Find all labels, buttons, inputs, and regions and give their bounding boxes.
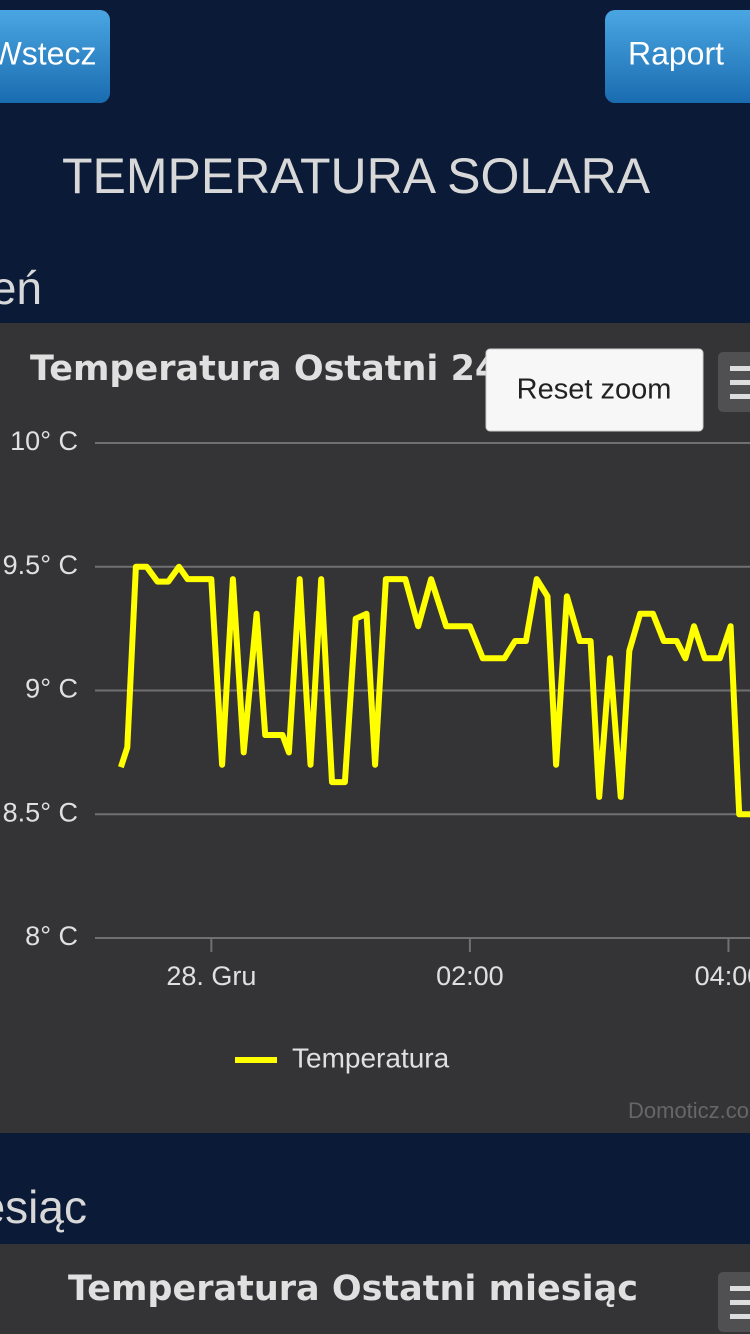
section-heading: Miesiąc	[0, 1181, 87, 1233]
x-tick-label: 04:00	[695, 961, 750, 991]
menu-bar	[730, 366, 750, 371]
reset-zoom-button[interactable]: Reset zoom	[485, 348, 704, 432]
button-label: Reset zoom	[517, 374, 672, 406]
credits[interactable]: Domoticz.com	[628, 1098, 750, 1123]
x-tick-label: 28. Gru	[166, 961, 256, 991]
chart-menu[interactable]	[718, 1272, 750, 1332]
chart-title: Temperatura Ostatni 24	[30, 349, 499, 389]
button-bg	[485, 348, 704, 432]
button-bg	[605, 10, 750, 103]
button-label: Wstecz	[0, 35, 96, 71]
button-bg	[0, 10, 110, 103]
button-label: Raport	[628, 35, 724, 71]
y-tick-label: 8° C	[25, 921, 78, 951]
data-line	[118, 563, 750, 818]
menu-bar	[730, 1286, 750, 1291]
page-title: TEMPERATURA SOLARA	[62, 148, 651, 204]
x-tick-label: 02:00	[436, 961, 504, 991]
report-button[interactable]: Raport	[605, 10, 750, 103]
back-button[interactable]: Wstecz	[0, 10, 110, 103]
legend-label: Temperatura	[292, 1042, 450, 1073]
y-tick-label: 9.5° C	[3, 550, 78, 580]
menu-bar	[730, 394, 750, 399]
y-tick-label: 10° C	[10, 426, 78, 456]
y-tick-label: 8.5° C	[3, 797, 78, 827]
chart-title: Temperatura Ostatni miesiąc	[68, 1269, 638, 1309]
section-heading: Dzień	[0, 262, 42, 314]
menu-bar	[730, 1314, 750, 1319]
plot: 8° C 8.5° C 9° C 9.5° C 10° C 28. Gru 02:00 04:…	[3, 426, 750, 1073]
chart-panel	[0, 1244, 750, 1334]
chart-menu[interactable]	[718, 352, 750, 412]
y-tick-label: 9° C	[25, 674, 78, 704]
menu-bar	[730, 1300, 750, 1305]
menu-bar	[730, 380, 750, 385]
